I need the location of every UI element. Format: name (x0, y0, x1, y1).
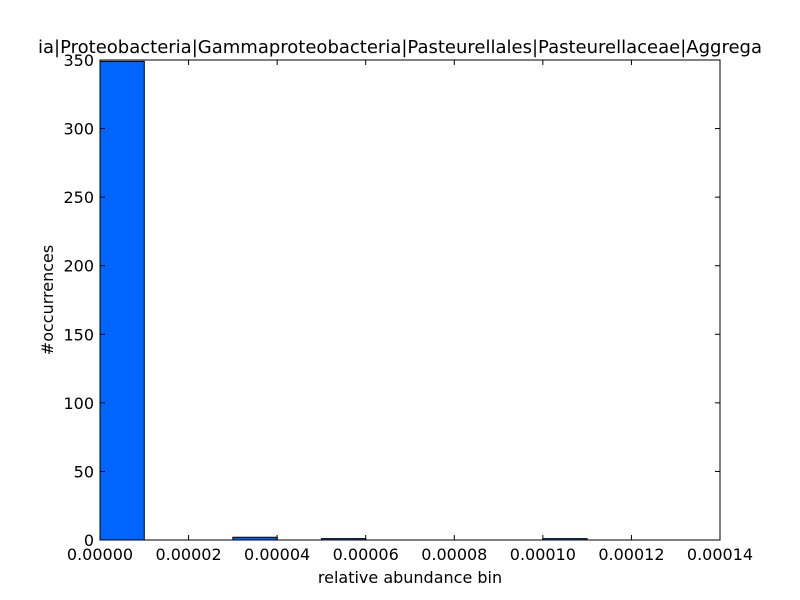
x-tick-label-7: 0.00014 (687, 545, 753, 564)
y-tick-label-3: 150 (63, 325, 94, 344)
plot-frame (99, 59, 721, 541)
x-tick-label-2: 0.00004 (244, 545, 310, 564)
plot-area (99, 60, 588, 541)
histogram-bar-0 (99, 60, 145, 541)
y-tick-label-1: 50 (74, 462, 94, 481)
x-tick-label-3: 0.00006 (333, 545, 399, 564)
x-axis-label: relative abundance bin (318, 568, 502, 587)
y-axis-label: #occurrences (38, 245, 57, 355)
chart-title: ia|Proteobacteria|Gammaproteobacteria|Pa… (38, 37, 762, 58)
y-tick-label-0: 0 (84, 531, 94, 550)
y-tick-label-4: 200 (63, 257, 94, 276)
x-tick-label-4: 0.00008 (421, 545, 487, 564)
axis-ticks: 0.00000 0.00002 0.00004 0.00006 0.00008 0.000… (63, 51, 753, 564)
x-tick-label-5: 0.00010 (510, 545, 576, 564)
y-tick-label-7: 350 (63, 51, 94, 70)
x-tick-label-1: 0.00002 (155, 545, 221, 564)
y-tick-label-6: 300 (63, 120, 94, 139)
y-tick-label-2: 100 (63, 394, 94, 413)
y-tick-label-5: 250 (63, 188, 94, 207)
x-tick-label-6: 0.00012 (598, 545, 664, 564)
x-tick-label-0: 0.00000 (67, 545, 133, 564)
